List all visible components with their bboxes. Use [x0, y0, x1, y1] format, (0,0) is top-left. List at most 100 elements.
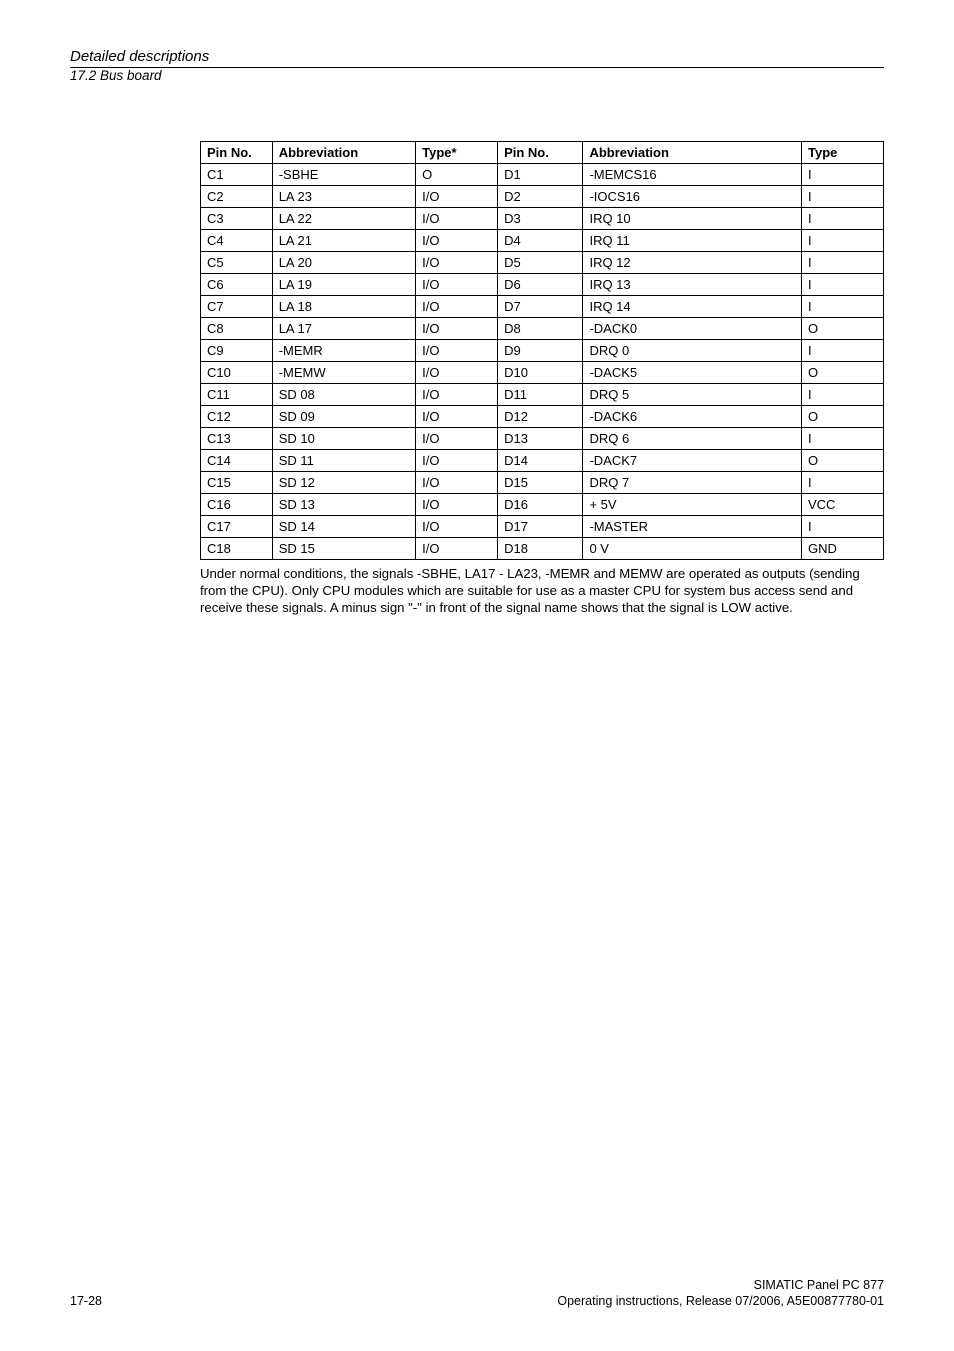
cell-abbr1: -SBHE — [272, 164, 415, 186]
cell-pin2: D13 — [498, 428, 583, 450]
cell-type2: VCC — [802, 494, 884, 516]
cell-pin1: C5 — [201, 252, 273, 274]
cell-abbr1: LA 22 — [272, 208, 415, 230]
col-header-pin1: Pin No. — [201, 142, 273, 164]
cell-type1: I/O — [416, 274, 498, 296]
table-row: C5LA 20I/OD5IRQ 12I — [201, 252, 884, 274]
cell-type2: O — [802, 318, 884, 340]
cell-pin1: C9 — [201, 340, 273, 362]
cell-abbr2: -DACK6 — [583, 406, 802, 428]
cell-type2: GND — [802, 538, 884, 560]
cell-type2: O — [802, 450, 884, 472]
cell-abbr1: SD 13 — [272, 494, 415, 516]
cell-abbr1: SD 11 — [272, 450, 415, 472]
table-row: C9-MEMRI/OD9DRQ 0I — [201, 340, 884, 362]
cell-pin1: C13 — [201, 428, 273, 450]
cell-type2: I — [802, 208, 884, 230]
col-header-type1: Type* — [416, 142, 498, 164]
cell-type1: I/O — [416, 538, 498, 560]
cell-type1: I/O — [416, 494, 498, 516]
cell-pin2: D15 — [498, 472, 583, 494]
cell-abbr1: LA 18 — [272, 296, 415, 318]
cell-pin2: D1 — [498, 164, 583, 186]
cell-pin2: D17 — [498, 516, 583, 538]
cell-type1: I/O — [416, 318, 498, 340]
cell-type2: I — [802, 516, 884, 538]
table-row: C10-MEMWI/OD10-DACK5O — [201, 362, 884, 384]
cell-type1: I/O — [416, 340, 498, 362]
table-row: C1-SBHEOD1-MEMCS16I — [201, 164, 884, 186]
table-row: C15SD 12I/OD15DRQ 7I — [201, 472, 884, 494]
cell-pin1: C14 — [201, 450, 273, 472]
cell-abbr2: DRQ 7 — [583, 472, 802, 494]
cell-type1: O — [416, 164, 498, 186]
col-header-abbr2: Abbreviation — [583, 142, 802, 164]
table-row: C2LA 23I/OD2-IOCS16I — [201, 186, 884, 208]
cell-pin1: C12 — [201, 406, 273, 428]
cell-pin1: C6 — [201, 274, 273, 296]
cell-abbr2: -IOCS16 — [583, 186, 802, 208]
table-header-row: Pin No. Abbreviation Type* Pin No. Abbre… — [201, 142, 884, 164]
cell-pin2: D11 — [498, 384, 583, 406]
table-row: C3LA 22I/OD3IRQ 10I — [201, 208, 884, 230]
cell-abbr2: -MASTER — [583, 516, 802, 538]
col-header-abbr1: Abbreviation — [272, 142, 415, 164]
col-header-pin2: Pin No. — [498, 142, 583, 164]
cell-type1: I/O — [416, 296, 498, 318]
cell-abbr2: DRQ 6 — [583, 428, 802, 450]
footer-product: SIMATIC Panel PC 877 — [557, 1277, 884, 1293]
cell-abbr1: LA 19 — [272, 274, 415, 296]
cell-abbr1: SD 15 — [272, 538, 415, 560]
description-paragraph: Under normal conditions, the signals -SB… — [200, 566, 884, 617]
cell-abbr2: DRQ 5 — [583, 384, 802, 406]
cell-type2: I — [802, 296, 884, 318]
table-row: C13SD 10I/OD13DRQ 6I — [201, 428, 884, 450]
cell-type2: O — [802, 406, 884, 428]
cell-abbr2: -MEMCS16 — [583, 164, 802, 186]
cell-type2: I — [802, 186, 884, 208]
cell-pin2: D4 — [498, 230, 583, 252]
cell-pin2: D16 — [498, 494, 583, 516]
cell-abbr1: LA 21 — [272, 230, 415, 252]
cell-pin1: C11 — [201, 384, 273, 406]
cell-pin2: D5 — [498, 252, 583, 274]
cell-type1: I/O — [416, 252, 498, 274]
cell-type2: I — [802, 340, 884, 362]
cell-type2: I — [802, 472, 884, 494]
cell-pin2: D3 — [498, 208, 583, 230]
cell-pin1: C1 — [201, 164, 273, 186]
cell-abbr1: -MEMR — [272, 340, 415, 362]
page-footer: 17-28 SIMATIC Panel PC 877 Operating ins… — [70, 1277, 884, 1310]
cell-abbr2: -DACK5 — [583, 362, 802, 384]
cell-pin2: D6 — [498, 274, 583, 296]
cell-pin2: D2 — [498, 186, 583, 208]
table-row: C14SD 11I/OD14-DACK7O — [201, 450, 884, 472]
table-row: C18SD 15I/OD180 VGND — [201, 538, 884, 560]
cell-type1: I/O — [416, 450, 498, 472]
cell-type1: I/O — [416, 230, 498, 252]
cell-pin2: D10 — [498, 362, 583, 384]
cell-type2: I — [802, 230, 884, 252]
cell-type1: I/O — [416, 428, 498, 450]
table-row: C8LA 17I/OD8-DACK0O — [201, 318, 884, 340]
cell-type2: I — [802, 164, 884, 186]
cell-abbr1: -MEMW — [272, 362, 415, 384]
cell-pin1: C2 — [201, 186, 273, 208]
cell-pin2: D7 — [498, 296, 583, 318]
cell-type1: I/O — [416, 362, 498, 384]
cell-pin1: C7 — [201, 296, 273, 318]
cell-type1: I/O — [416, 406, 498, 428]
cell-type1: I/O — [416, 516, 498, 538]
table-row: C12SD 09I/OD12-DACK6O — [201, 406, 884, 428]
cell-type1: I/O — [416, 208, 498, 230]
cell-pin1: C4 — [201, 230, 273, 252]
cell-pin2: D14 — [498, 450, 583, 472]
cell-abbr2: IRQ 10 — [583, 208, 802, 230]
cell-abbr2: 0 V — [583, 538, 802, 560]
cell-pin1: C3 — [201, 208, 273, 230]
cell-pin1: C8 — [201, 318, 273, 340]
cell-abbr1: SD 08 — [272, 384, 415, 406]
table-row: C16SD 13I/OD16+ 5VVCC — [201, 494, 884, 516]
footer-page-number: 17-28 — [70, 1293, 102, 1309]
cell-abbr1: LA 20 — [272, 252, 415, 274]
